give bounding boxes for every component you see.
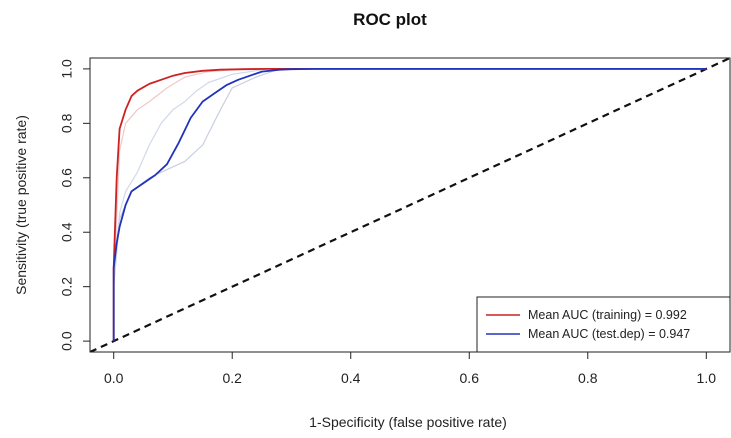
x-axis: 0.0 0.2 0.4 0.6 0.8 1.0: [104, 352, 716, 386]
chart-title: ROC plot: [353, 10, 427, 29]
y-tick-label: 0.2: [59, 277, 75, 297]
x-tick-label: 0.0: [104, 370, 124, 386]
cv-fold-line: [113, 68, 707, 274]
y-tick-label: 0.8: [59, 113, 75, 133]
x-tick-label: 0.2: [222, 370, 242, 386]
y-axis: 0.0 0.2 0.4 0.6 0.8 1.0: [59, 59, 90, 351]
x-tick-label: 0.6: [460, 370, 480, 386]
series-line-test: [112, 68, 707, 342]
y-axis-label: Sensitivity (true positive rate): [13, 115, 29, 295]
x-tick-label: 1.0: [697, 370, 717, 386]
series-line-training: [112, 68, 707, 342]
y-tick-label: 0.4: [59, 222, 75, 242]
chance-diagonal-line: [90, 58, 730, 352]
x-tick-label: 0.4: [341, 370, 361, 386]
legend: Mean AUC (training) = 0.992 Mean AUC (te…: [476, 296, 731, 353]
x-axis-label: 1-Specificity (false positive rate): [309, 414, 507, 430]
legend-box: [476, 296, 731, 353]
legend-label-training: Mean AUC (training) = 0.992: [528, 308, 687, 322]
y-tick-label: 0.0: [59, 331, 75, 351]
series-layer: [90, 58, 730, 352]
y-tick-label: 1.0: [59, 59, 75, 79]
legend-label-test: Mean AUC (test.dep) = 0.947: [528, 327, 690, 341]
plot-frame: [89, 57, 731, 353]
x-tick-label: 0.8: [578, 370, 598, 386]
y-tick-label: 0.6: [59, 168, 75, 188]
